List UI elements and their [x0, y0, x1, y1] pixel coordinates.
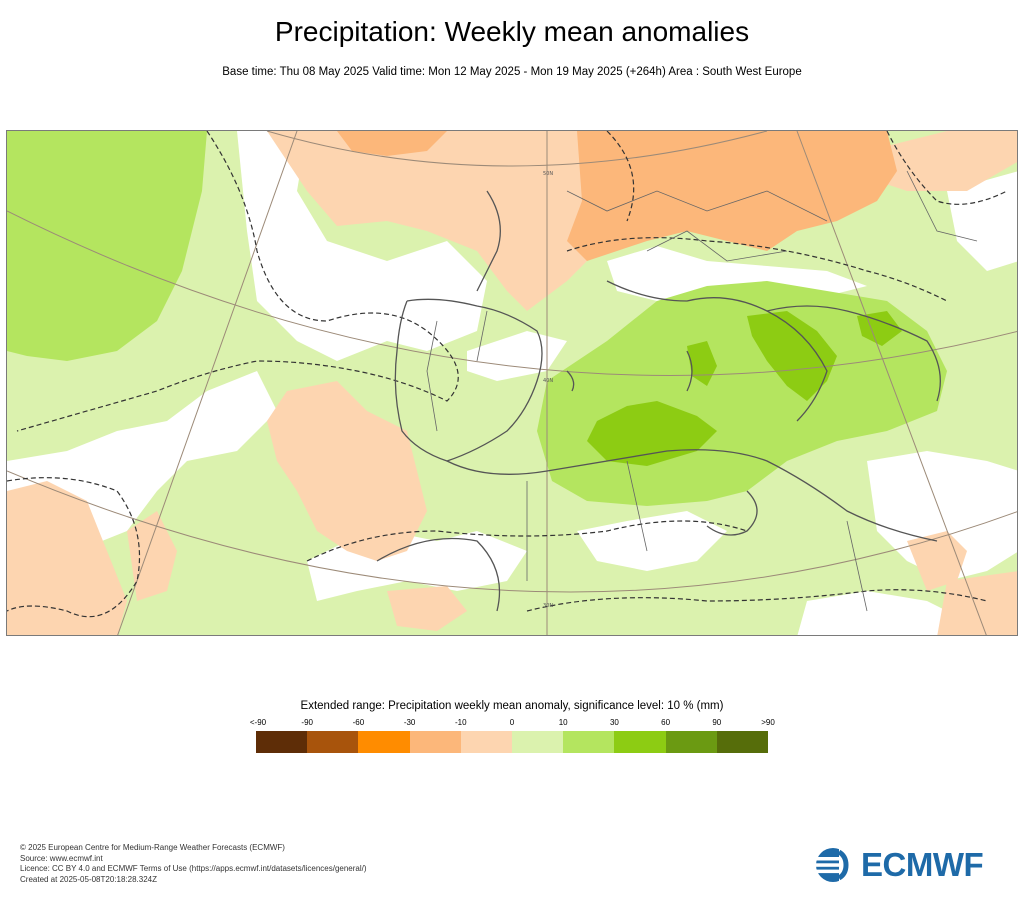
legend-tick-label: 10	[558, 718, 568, 727]
footer-credits: © 2025 European Centre for Medium-Range …	[20, 843, 367, 885]
legend-ticks: <-90 -90 -60 -30 -10 0 10 30 60 90 >90	[250, 718, 775, 730]
legend-swatch	[460, 731, 513, 753]
grid-label-30n: 30N	[543, 603, 553, 609]
legend-tick-label: -60	[352, 718, 365, 727]
legend-swatch	[409, 731, 461, 753]
legend-tick-label: -90	[301, 718, 313, 727]
legend-title: Extended range: Precipitation weekly mea…	[300, 700, 724, 712]
ecmwf-logo-text: ECMWF	[861, 846, 984, 883]
graticule	[7, 131, 1017, 635]
legend-color-bar	[256, 731, 769, 753]
footer-created: Created at 2025-05-08T20:18:28.324Z	[20, 874, 157, 884]
legend-swatch	[512, 731, 564, 753]
map-subtitle: Base time: Thu 08 May 2025 Valid time: M…	[222, 66, 802, 78]
legend-swatch	[256, 731, 308, 753]
legend-swatch	[307, 731, 359, 753]
negative-anomaly-light	[7, 131, 1017, 635]
legend-tick-label: 60	[661, 718, 671, 727]
map-title: Precipitation: Weekly mean anomalies	[274, 16, 750, 47]
footer-copyright: © 2025 European Centre for Medium-Range …	[20, 843, 285, 852]
legend-tick-label: >90	[761, 718, 775, 727]
legend-swatch	[665, 731, 717, 753]
legend-tick-label: <-90	[249, 718, 267, 727]
footer-source: Source: www.ecmwf.int	[20, 853, 103, 863]
footer-licence: Licence: CC BY 4.0 and ECMWF Terms of Us…	[20, 864, 367, 873]
precipitation-anomaly-map: 50N 40N 30N	[6, 130, 1018, 636]
legend-tick-label: -30	[403, 718, 416, 727]
country-borders	[426, 170, 978, 612]
ecmwf-logo: ECMWF	[812, 846, 1008, 884]
legend-swatch	[614, 731, 666, 753]
legend-swatch	[716, 731, 769, 753]
legend-swatch	[358, 731, 410, 753]
significance-contours	[7, 131, 1008, 618]
grid-label-50n: 50N	[543, 171, 553, 177]
negative-anomaly-moderate	[337, 131, 897, 261]
coastlines	[376, 190, 941, 612]
grid-label-40n: 40N	[543, 378, 553, 384]
map-canvas: 50N 40N 30N	[7, 131, 1017, 635]
legend-tick-label: 30	[609, 718, 619, 727]
legend-swatch	[563, 731, 615, 753]
legend-tick-label: -10	[455, 718, 467, 727]
ecmwf-emblem-icon	[812, 846, 858, 884]
legend-tick-label: 90	[712, 718, 722, 727]
legend-tick-label: 0	[509, 718, 515, 727]
